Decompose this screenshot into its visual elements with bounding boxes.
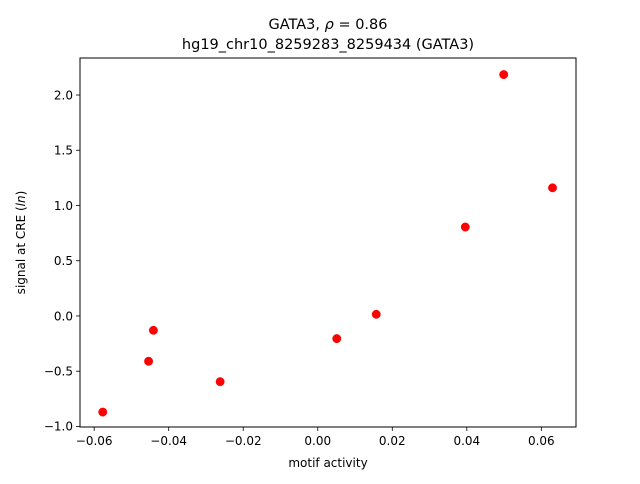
y-axis-label: signal at CRE (ln): [14, 191, 28, 295]
plot-frame: [79, 57, 577, 428]
x-tick-label-1: −0.06: [76, 434, 113, 448]
x-tick-label-3: −0.02: [225, 434, 262, 448]
chart-subtitle: hg19_chr10_8259283_8259434 (GATA3): [182, 37, 474, 53]
data-point-8: [499, 70, 509, 80]
x-tick-label-2: −0.04: [150, 434, 187, 448]
y-axis-label-prefix: signal at CRE (: [14, 206, 28, 294]
y-tick-label-3: 0.0: [54, 309, 73, 323]
x-axis-label: motif activity: [288, 456, 367, 470]
y-tick-label-7: 2.0: [54, 88, 73, 102]
data-points: [98, 70, 557, 417]
data-point-5: [332, 334, 342, 344]
y-axis-label-italic: ln: [14, 195, 28, 206]
y-tick-label-6: 1.5: [54, 144, 73, 158]
data-point-9: [548, 183, 557, 193]
data-point-1: [98, 407, 108, 417]
x-tick-label-7: 0.06: [528, 434, 555, 448]
data-point-4: [215, 377, 225, 387]
y-axis-ticks: −1.0 −0.5 0.0 0.5 1.0 1.5 2.0: [44, 88, 80, 434]
x-axis-ticks: −0.06 −0.04 −0.02 0.00 0.02 0.04 0.06: [76, 427, 555, 448]
y-tick-label-4: 0.5: [54, 254, 73, 268]
y-axis-label-suffix: ): [14, 191, 28, 196]
chart-title: GATA3, ρ = 0.86: [269, 17, 388, 33]
title-prefix: GATA3,: [269, 17, 325, 33]
y-tick-label-2: −0.5: [44, 365, 73, 379]
title-suffix: = 0.86: [334, 17, 388, 33]
y-tick-label-1: −1.0: [44, 420, 73, 434]
y-tick-label-5: 1.0: [54, 199, 73, 213]
x-tick-label-4: 0.00: [304, 434, 331, 448]
x-tick-label-5: 0.02: [379, 434, 406, 448]
data-point-7: [460, 222, 470, 232]
title-symbol: ρ: [325, 17, 335, 33]
data-point-6: [371, 309, 381, 319]
data-point-2: [144, 356, 154, 366]
data-point-3: [148, 325, 158, 335]
x-tick-label-6: 0.04: [453, 434, 480, 448]
